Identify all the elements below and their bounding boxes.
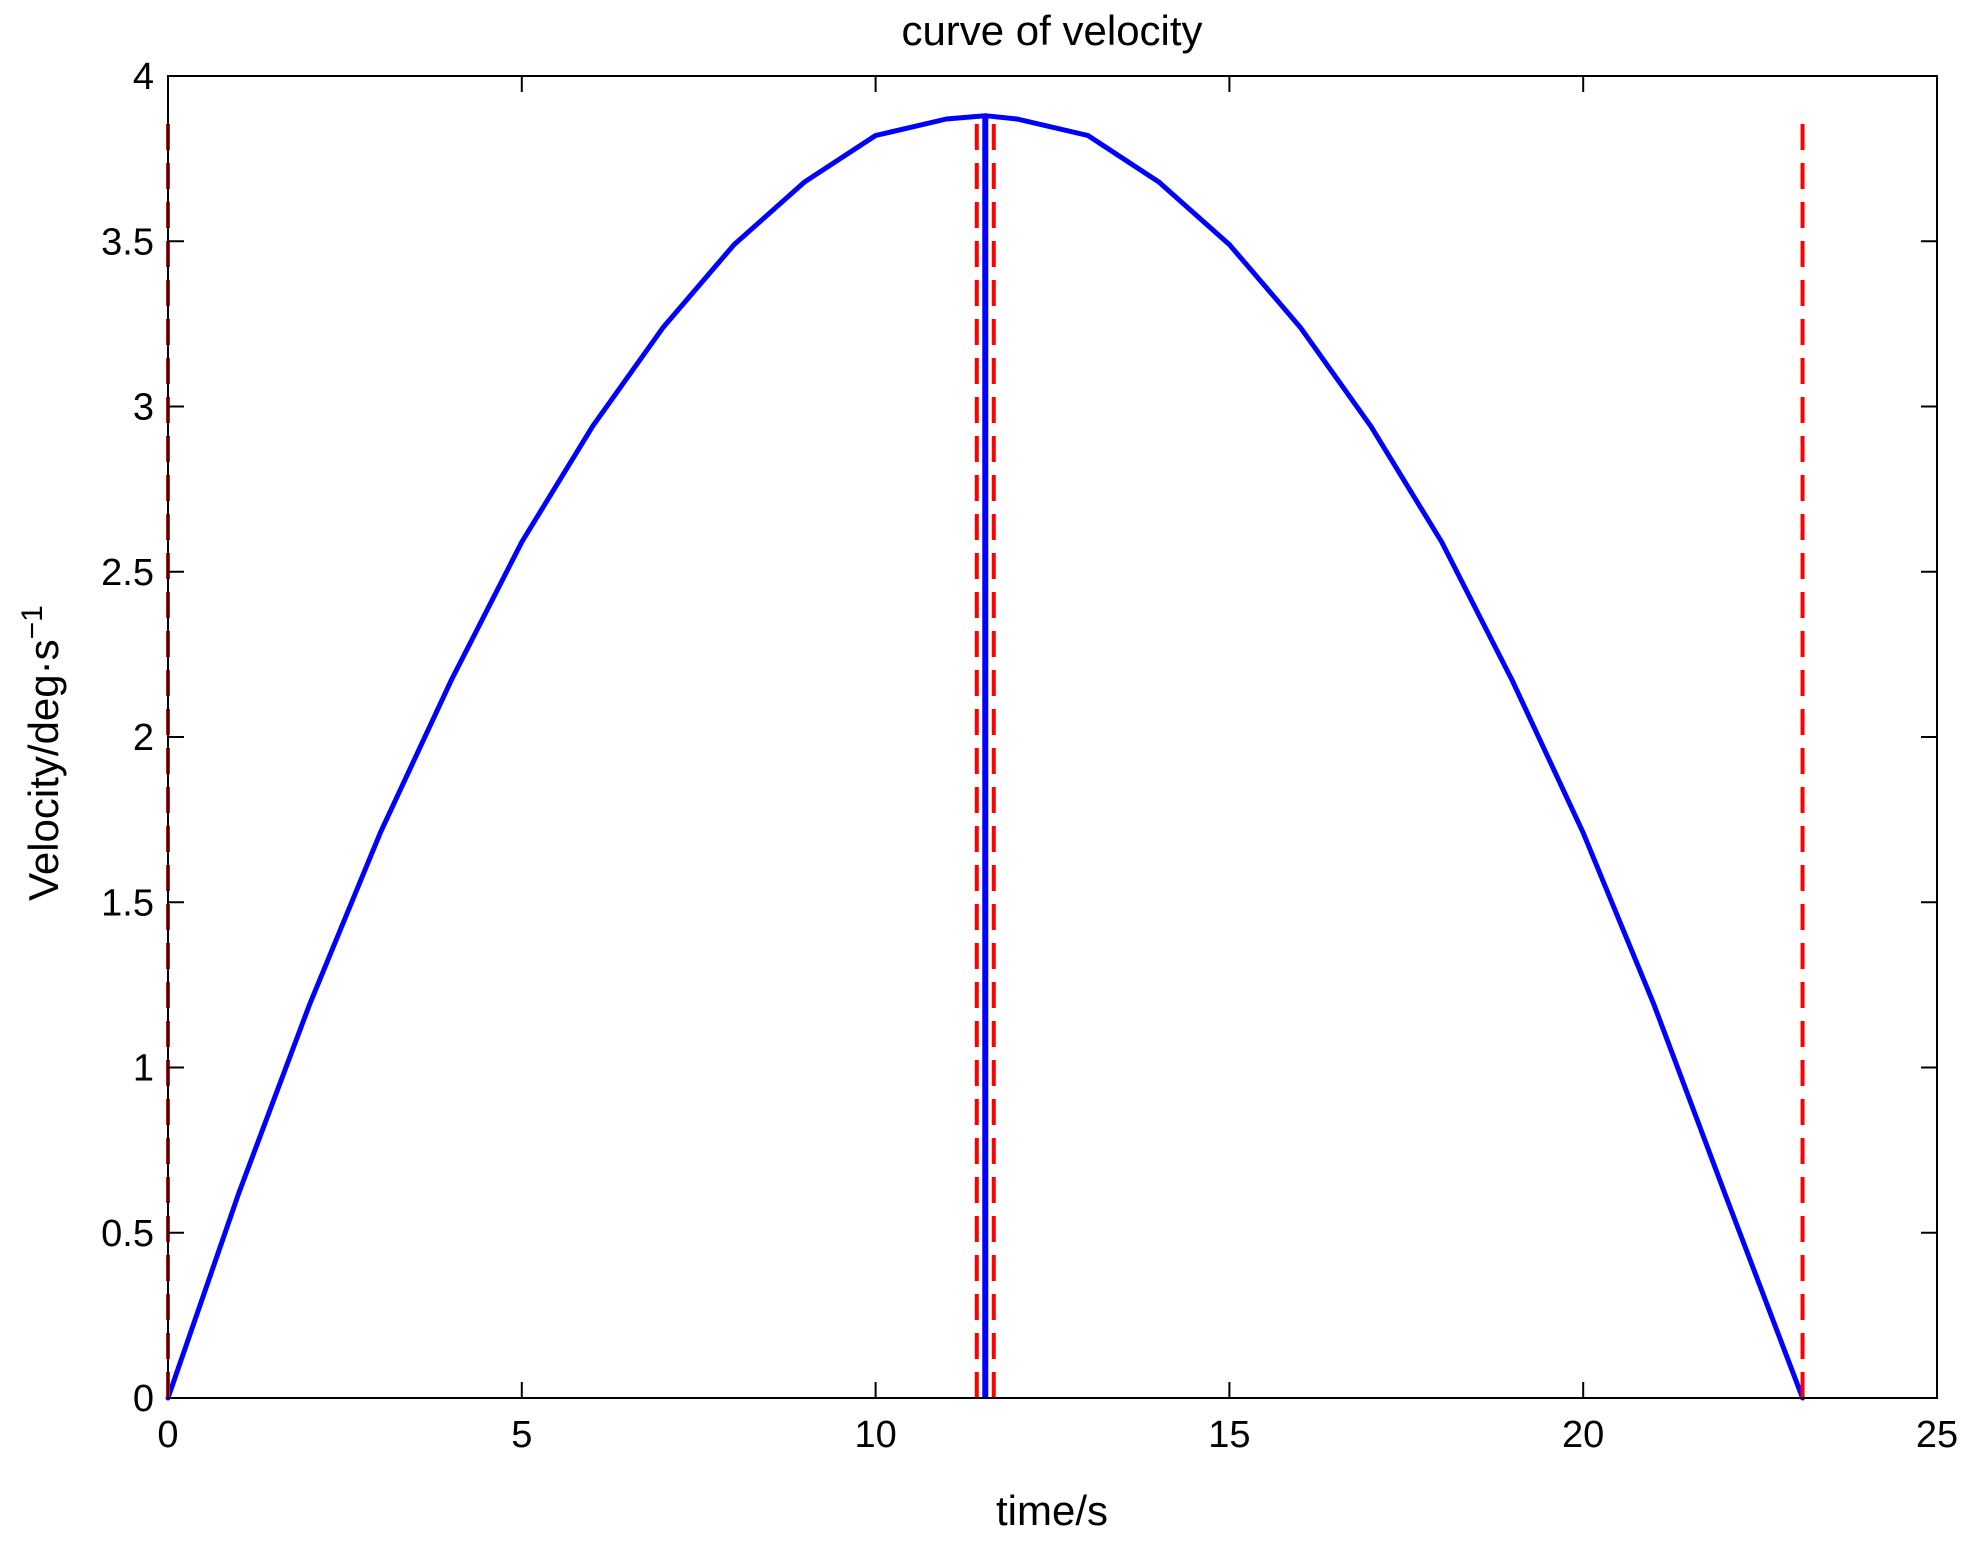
axes-ticks: 0 5 10 15 20 25 0 0.5 1 1.5 2 2.5 3 3.5 4 [101,56,1958,1456]
y-axis-label-superscript: −1 [16,605,49,639]
axes-frame [167,75,1938,1399]
x-tick-label: 5 [511,1414,532,1456]
y-axis-label-main: Velocity/deg·s [20,639,67,900]
y-tick-label: 3 [133,387,154,429]
y-axis-label: Velocity/deg·s−1 [16,605,67,901]
y-tick-label: 2 [133,717,154,759]
x-tick-label: 20 [1562,1414,1604,1456]
chart-title: curve of velocity [901,7,1202,54]
x-tick-label: 25 [1916,1414,1958,1456]
x-tick-label: 15 [1208,1414,1250,1456]
y-tick-label: 0 [133,1378,154,1420]
y-tick-label: 3.5 [101,221,154,263]
y-tick-label: 4 [133,56,154,98]
x-axis-label: time/s [996,1487,1108,1534]
y-tick-label: 2.5 [101,552,154,594]
y-tick-label: 0.5 [101,1213,154,1255]
y-tick-label: 1.5 [101,882,154,924]
y-tick-label: 1 [133,1048,154,1090]
x-tick-label: 0 [157,1414,178,1456]
x-tick-label: 10 [854,1414,896,1456]
